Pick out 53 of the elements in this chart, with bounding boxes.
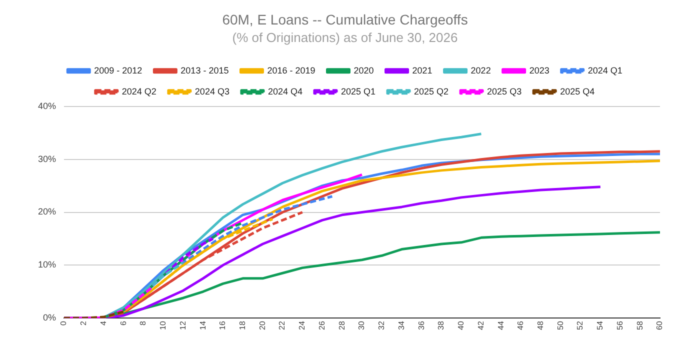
legend-label: 2024 Q1 (588, 65, 622, 76)
x-tick-label: 24 (298, 320, 307, 330)
legend-label: 2025 Q1 (340, 86, 376, 96)
legend-label: 2023 (529, 65, 550, 76)
y-tick-label: 20% (38, 206, 56, 217)
x-tick-label: 48 (536, 320, 546, 330)
x-tick-label: 54 (596, 320, 605, 330)
x-tick-label: 26 (317, 320, 326, 330)
x-tick-label: 56 (615, 320, 624, 330)
x-tick-label: 60 (655, 320, 664, 330)
x-tick-label: 30 (357, 320, 366, 330)
legend-label: 2025 Q4 (560, 86, 595, 96)
x-tick-label: 0 (59, 320, 68, 326)
x-tick-label: 28 (337, 320, 346, 330)
x-tick-label: 38 (436, 320, 446, 330)
x-tick-label: 32 (377, 320, 386, 330)
y-tick-label: 10% (38, 260, 56, 270)
x-tick-label: 22 (278, 320, 287, 330)
x-tick-label: 40 (456, 320, 466, 330)
x-tick-label: 18 (238, 320, 248, 330)
x-tick-label: 4 (98, 320, 108, 326)
x-tick-label: 12 (178, 320, 188, 330)
legend-label: 2025 Q2 (414, 86, 449, 96)
x-tick-label: 44 (496, 320, 506, 330)
legend-label: 2024 Q4 (268, 86, 302, 96)
legend-label: 2024 Q3 (194, 86, 230, 96)
x-tick-label: 52 (576, 320, 585, 330)
legend-label: 2020 (354, 65, 374, 76)
legend-label: 2013 - 2015 (180, 65, 229, 76)
x-tick-label: 10 (158, 320, 168, 330)
legend-label: 2024 Q2 (122, 86, 156, 96)
x-tick-label: 42 (476, 320, 486, 330)
legend-label: 2021 (412, 65, 432, 76)
x-tick-label: 16 (218, 320, 228, 330)
x-tick-label: 2 (79, 320, 88, 326)
x-tick-label: 46 (516, 320, 526, 330)
x-tick-label: 6 (118, 320, 128, 326)
y-tick-label: 30% (38, 154, 56, 164)
x-tick-label: 8 (138, 320, 148, 326)
y-tick-label: 40% (38, 100, 56, 111)
x-tick-label: 50 (556, 320, 565, 330)
legend-label: 2009 - 2012 (94, 65, 142, 76)
chart-subtitle: (% of Originations) as of June 30, 2026 (232, 30, 458, 46)
legend-label: 2016 - 2019 (267, 65, 316, 76)
x-tick-label: 14 (198, 320, 208, 330)
x-tick-label: 20 (258, 320, 267, 330)
y-tick-label: 0% (43, 312, 56, 323)
legend-label: 2022 (470, 65, 491, 76)
x-tick-label: 58 (635, 320, 644, 330)
chart-title: 60M, E Loans -- Cumulative Chargeoffs (222, 11, 468, 28)
x-tick-label: 36 (416, 320, 426, 330)
legend-label: 2025 Q3 (487, 86, 522, 96)
x-tick-label: 34 (396, 320, 406, 330)
